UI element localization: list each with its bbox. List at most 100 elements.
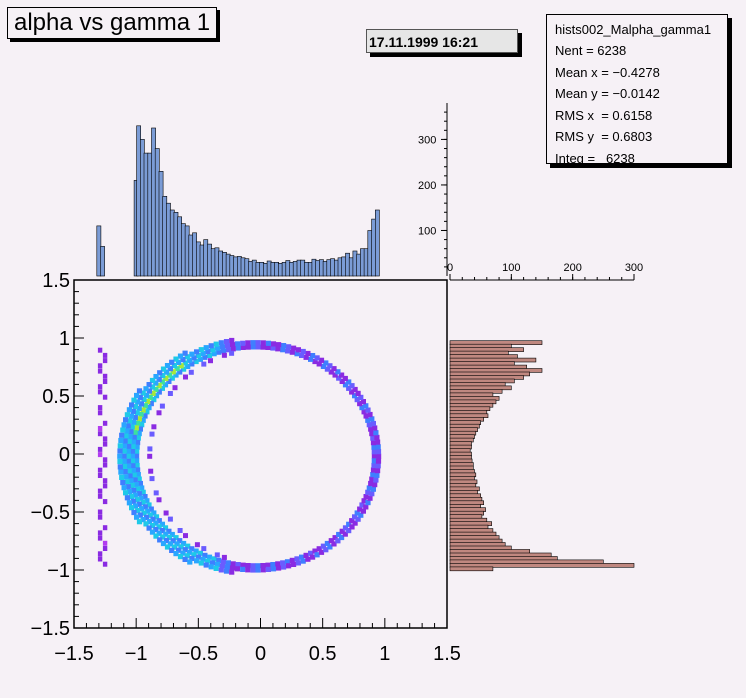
heatmap-cell [234,566,241,572]
heatmap-cell [117,464,123,470]
heatmap-cell [363,504,369,510]
heatmap-cell [255,563,261,569]
heatmap-cell [373,430,379,436]
heatmap-cell [342,382,349,388]
heatmap-cell [316,546,322,552]
top-hist-bar [143,152,149,277]
heatmap-cell [342,375,348,382]
heatmap-cell [339,534,345,541]
heatmap-cell [97,368,103,374]
heatmap-cell [178,363,184,369]
heatmap-cell [131,419,137,425]
heatmap-cell [142,413,148,419]
heatmap-cell [117,453,123,459]
heatmap-cell [255,340,261,346]
y-tick-label: 1.5 [42,270,70,292]
heatmap-cell [370,420,376,427]
stats-name: hists002_Malpha_gamma1 [555,22,712,37]
heatmap-cell [122,438,128,444]
heatmap-cell [191,355,197,361]
heatmap-cell [335,538,341,544]
x-tick-label: −0.5 [179,643,218,665]
heatmap-cell [162,525,169,531]
heatmap-cell [129,505,135,511]
top-hist-tick-label: 300 [418,134,436,146]
x-tick-label: −1.5 [54,643,93,665]
heatmap-cell [150,516,156,522]
heatmap-cell [260,567,266,573]
heatmap-cell [193,548,199,554]
heatmap-cell [202,552,208,558]
heatmap-cell [136,501,142,507]
heatmap-cell [118,437,124,444]
heatmap-cell [357,401,363,407]
top-hist-bar [218,250,224,277]
heatmap-cell [365,489,371,495]
heatmap-cell [166,528,172,534]
heatmap-cell [149,529,156,535]
heatmap-cell [240,562,246,568]
heatmap-cell [156,389,162,395]
heatmap-cell [134,449,140,455]
heatmap-cell [136,431,142,437]
heatmap-cell [153,526,159,533]
heatmap-cell [166,534,172,541]
heatmap-cell [294,556,300,562]
heatmap-cell [121,463,128,470]
heatmap-cell [156,497,162,503]
heatmap-cell [368,426,374,432]
heatmap-cell [97,530,103,536]
heatmap-cell [159,521,165,527]
heatmap-cell [216,557,222,563]
heatmap-cell [240,344,246,350]
heatmap-cell [97,452,103,458]
heatmap-cell [294,351,300,357]
heatmap-cell [97,556,103,562]
heatmap-cell [193,358,199,365]
heatmap-cell [140,500,146,506]
heatmap-cell [97,551,103,557]
heatmap-cell [370,472,376,478]
heatmap-cell [368,480,374,487]
heatmap-cell [224,343,230,349]
top-hist-bar [192,232,197,277]
heatmap-cell [331,366,337,372]
heatmap-cell [145,508,151,514]
heatmap-cell [129,453,135,459]
heatmap-cell [144,514,150,520]
heatmap-cell [160,534,166,540]
heatmap-cell [318,549,325,555]
heatmap-cell [218,340,224,346]
heatmap-cell [120,427,126,433]
heatmap-cell [129,402,135,408]
heatmap-cell [121,485,127,491]
heatmap-cell [250,344,256,350]
heatmap-cell [195,554,202,560]
heatmap-cell [123,417,129,423]
heatmap-cell [153,520,159,526]
heatmap-cell [130,468,136,474]
heatmap-cell [97,535,103,541]
heatmap-cell [141,510,147,516]
heatmap-cell [189,546,195,552]
heatmap-cell [117,459,123,465]
heatmap-cell [339,372,345,378]
heatmap-cell [194,558,200,564]
heatmap-cell [360,508,366,514]
heatmap-cell [146,388,153,394]
heatmap-cell [125,448,131,454]
heatmap-cell [133,425,139,431]
heatmap-cell [137,512,143,518]
heatmap-cell [265,344,271,350]
heatmap-cell [144,392,150,398]
heatmap-cell [163,531,169,537]
heatmap-cell [291,561,297,567]
x-tick-label: 1 [379,643,390,665]
heatmap-cell [299,352,305,358]
heatmap-cell [129,458,136,464]
heatmap-cell [162,382,169,388]
heatmap-cell [159,385,165,391]
right-histogram: 0 100 200 300 [447,262,643,572]
heatmap-cell [270,345,276,351]
heatmap-cell [170,538,176,544]
